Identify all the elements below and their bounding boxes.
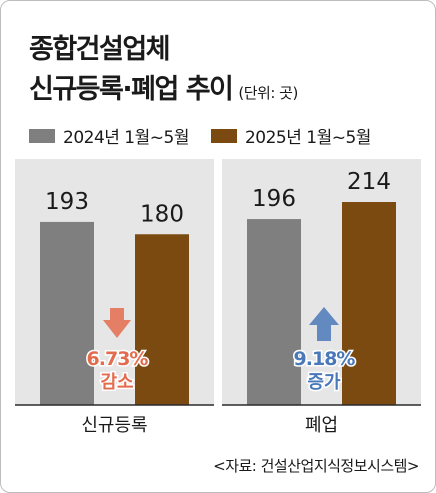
category-strip-0 xyxy=(15,405,214,447)
legend: 2024년 1월~5월 2025년 1월~5월 xyxy=(29,123,393,148)
data-label-1-0: 196 xyxy=(252,186,296,212)
arrow-down-icon xyxy=(103,308,131,338)
chart-title-main: 신규등록·폐업 추이 xyxy=(29,74,234,105)
bar-0-1 xyxy=(135,234,189,405)
category-label-0: 신규등록 xyxy=(81,415,147,436)
arrow-up-icon xyxy=(309,307,339,341)
chart-title-line1: 종합건설업체 xyxy=(29,34,171,65)
data-label-0-0: 193 xyxy=(45,189,89,215)
change-value-0: 6.73% xyxy=(87,348,149,370)
source-note: <자료: 건설산업지식정보시스템> xyxy=(213,457,419,475)
category-label-1: 폐업 xyxy=(305,415,338,436)
legend-label-2024: 2024년 1월~5월 xyxy=(63,128,189,148)
change-value-1: 9.18% xyxy=(294,348,356,370)
data-label-0-1: 180 xyxy=(140,201,184,227)
chart-title-line2: 신규등록·폐업 추이 (단위: 곳) xyxy=(29,67,298,106)
legend-swatch-2024 xyxy=(29,128,55,143)
change-label-1: 증가 xyxy=(307,372,341,393)
bar-1-1 xyxy=(342,202,396,405)
data-label-1-1: 214 xyxy=(347,169,391,195)
bar-1-0 xyxy=(247,219,301,405)
unit-label: (단위: 곳) xyxy=(238,84,298,102)
legend-swatch-2025 xyxy=(210,128,237,143)
change-label-0: 감소 xyxy=(100,372,133,393)
bar-0-0 xyxy=(40,221,94,405)
category-strip-1 xyxy=(222,405,421,447)
legend-label-2025: 2025년 1월~5월 xyxy=(244,128,371,148)
